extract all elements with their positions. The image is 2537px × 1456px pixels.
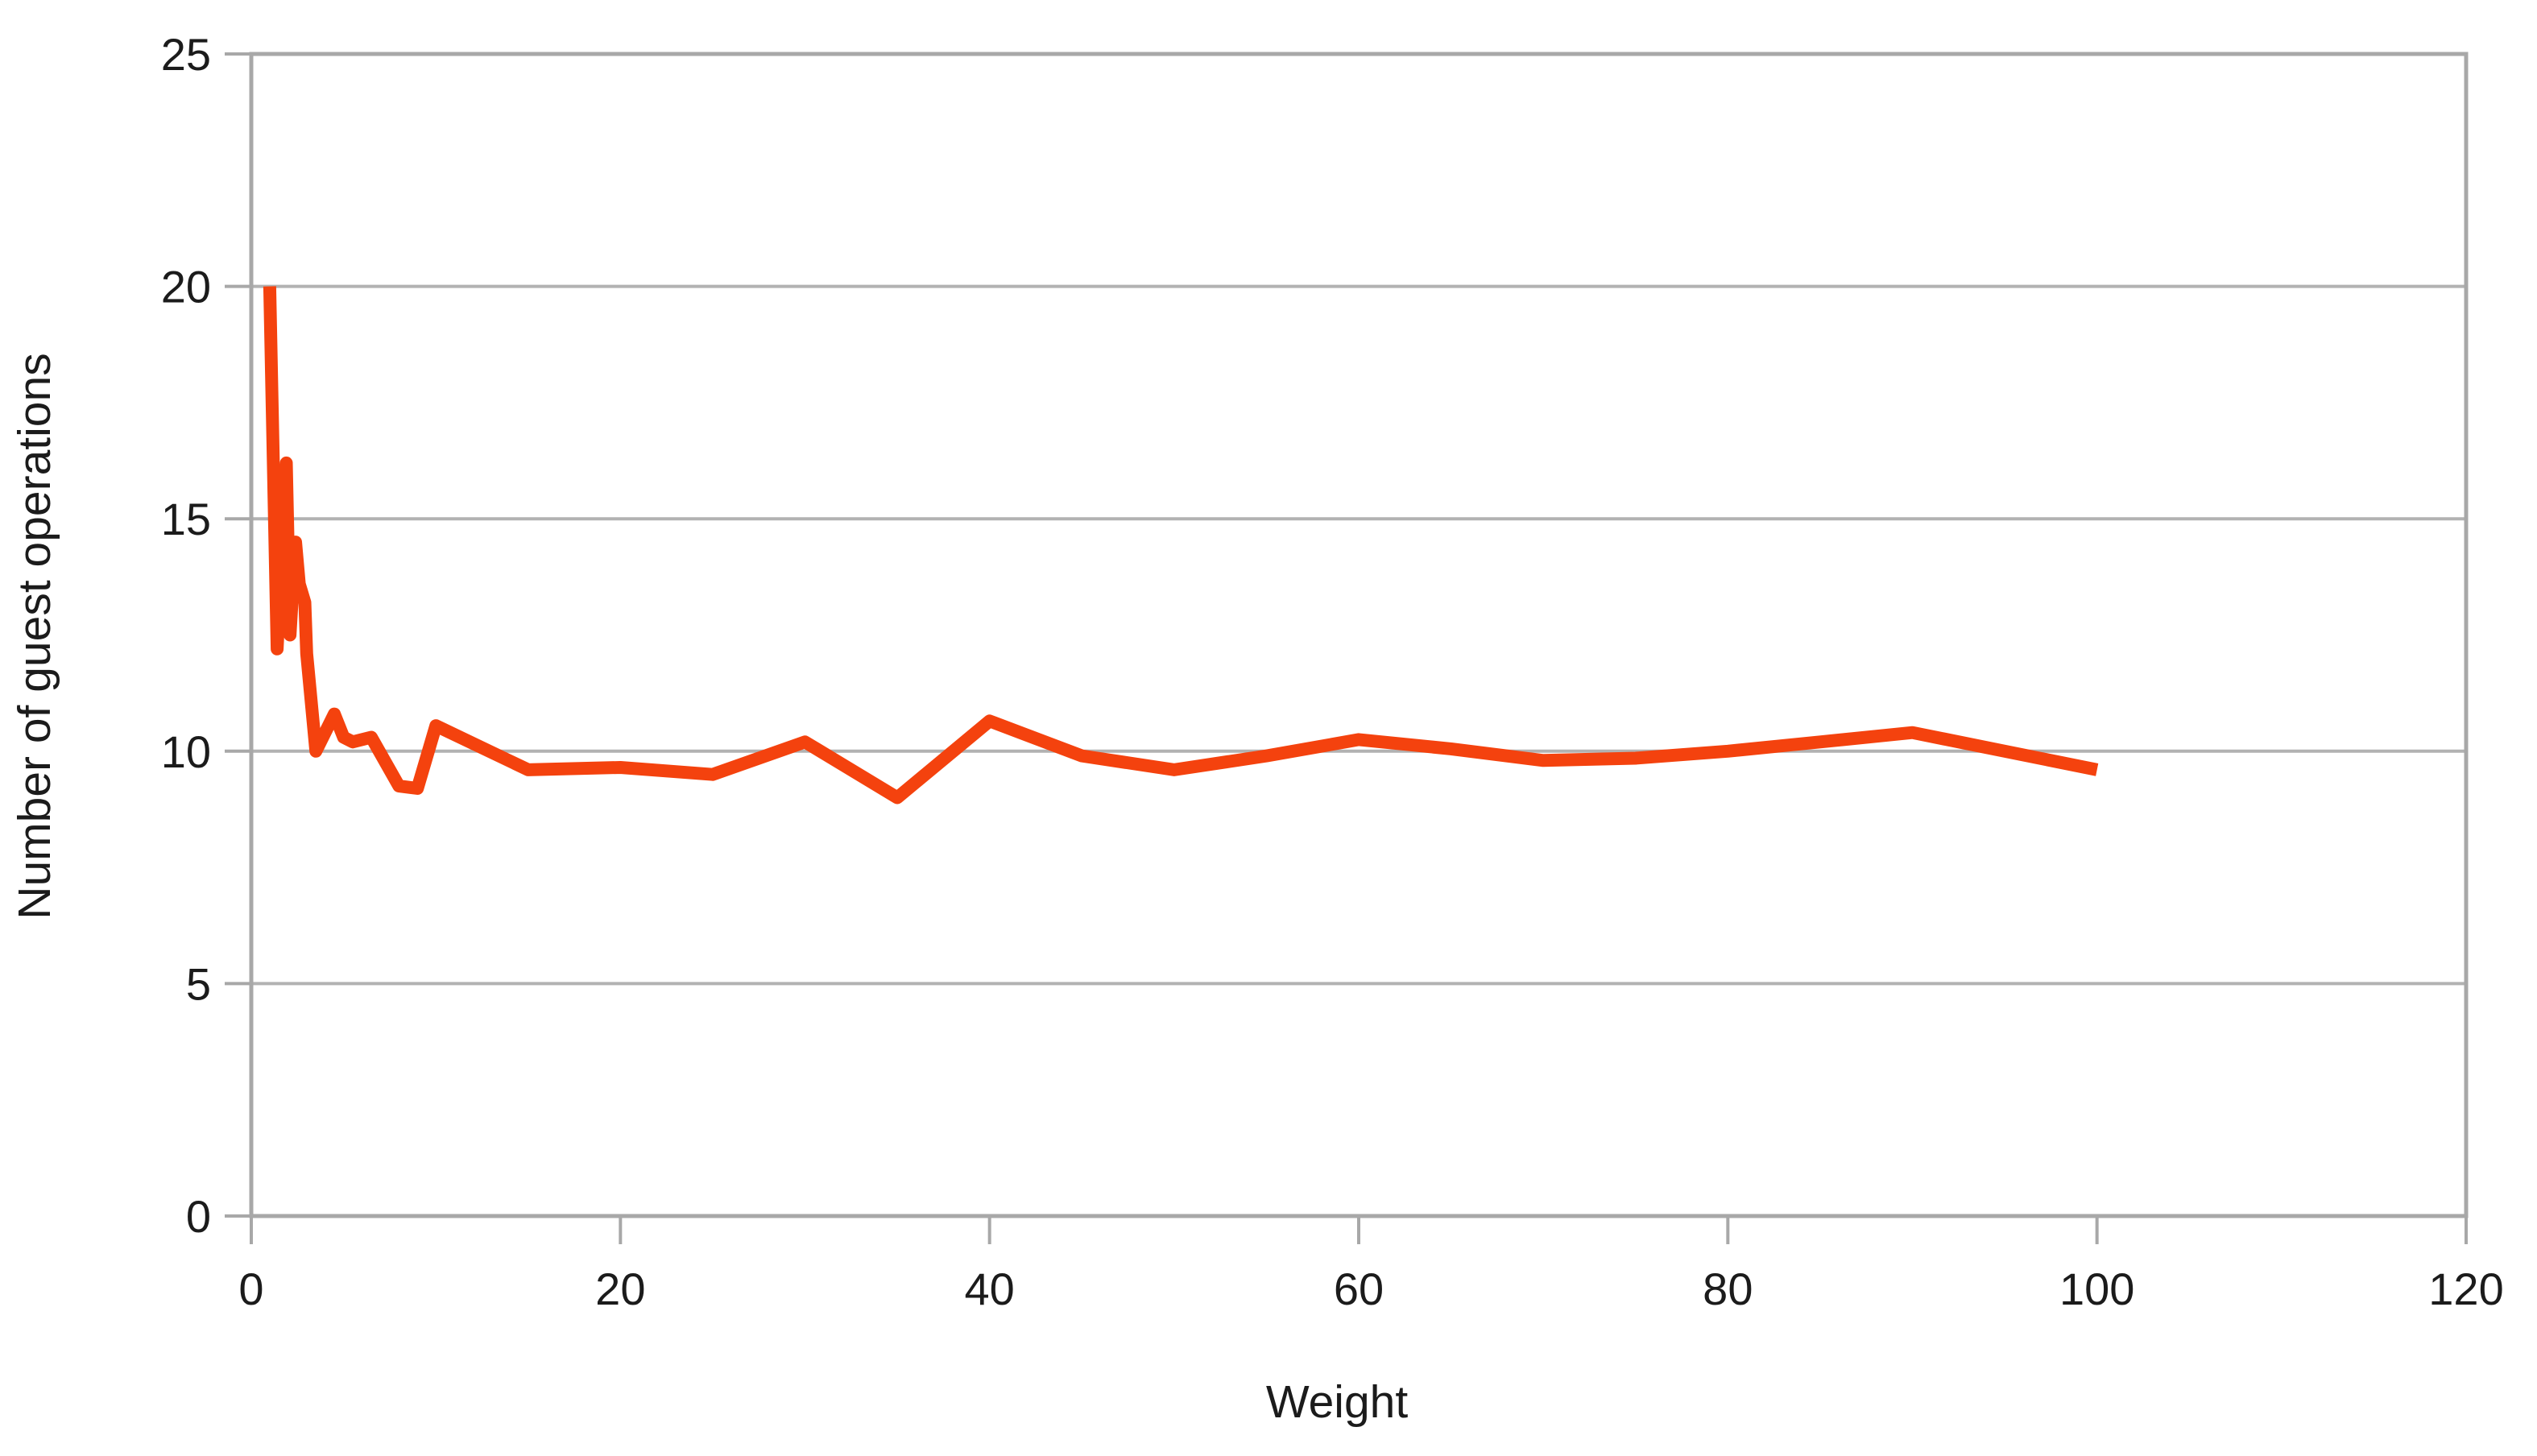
x-tick-label-20: 20	[595, 1264, 645, 1314]
ticks-layer	[225, 52, 2468, 1244]
x-tick-label-60: 60	[1334, 1264, 1384, 1314]
series-layer	[263, 286, 2099, 805]
x-tick-label-100: 100	[2059, 1264, 2134, 1314]
tick-labels-layer: 0 5 10 15 20 25 0 20 40 60 80 100 120	[161, 29, 2504, 1314]
plot-border	[249, 52, 2469, 1218]
y-tick-label-0: 0	[186, 1191, 211, 1242]
x-tick-label-120: 120	[2428, 1264, 2503, 1314]
x-tick-label-80: 80	[1703, 1264, 1753, 1314]
x-tick-label-0: 0	[238, 1264, 263, 1314]
y-tick-label-5: 5	[186, 958, 211, 1009]
y-tick-label-25: 25	[161, 29, 211, 80]
gridlines-layer	[251, 284, 2466, 986]
y-tick-label-10: 10	[161, 726, 211, 777]
y-tick-label-15: 15	[161, 494, 211, 544]
series-line-0	[263, 286, 2099, 805]
x-tick-label-40: 40	[965, 1264, 1015, 1314]
x-axis-title: Weight	[1266, 1376, 1409, 1428]
y-axis-title: Number of guest operations	[9, 353, 60, 919]
y-tick-label-20: 20	[161, 262, 211, 312]
